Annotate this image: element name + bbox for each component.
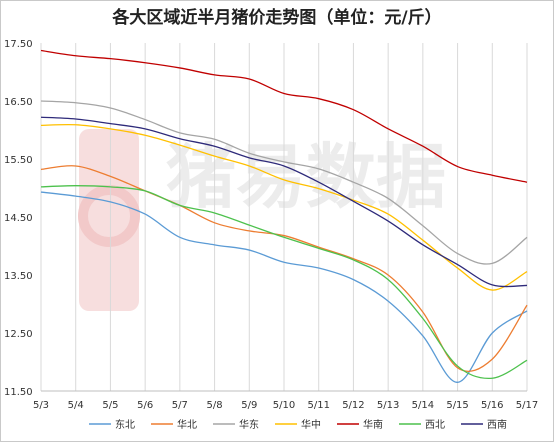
- legend-label: 西北: [425, 419, 445, 431]
- x-tick-label: 5/16: [481, 400, 503, 411]
- legend-label: 华南: [363, 418, 383, 431]
- y-tick-label: 14.50: [4, 213, 33, 224]
- y-tick-label: 12.50: [4, 329, 33, 340]
- x-tick-label: 5/3: [33, 400, 49, 411]
- x-tick-label: 5/9: [241, 400, 257, 411]
- x-tick-label: 5/5: [102, 400, 118, 411]
- watermark-logo-bar: [79, 129, 139, 311]
- x-tick-label: 5/7: [172, 400, 188, 411]
- x-axis-ticks: 5/3 5/4 5/5 5/6 5/7 5/8 5/9 5/10 5/11 5/12 5/13 5/1…: [33, 400, 538, 411]
- x-tick-label: 5/8: [207, 400, 223, 411]
- y-axis-ticks: 11.50 12.50 13.50 14.50 15.50 16.50 17.50: [4, 39, 33, 398]
- grid-lines: [40, 43, 528, 391]
- series-line-2: [40, 165, 528, 372]
- x-tick-label: 5/11: [307, 400, 329, 411]
- y-tick-label: 13.50: [4, 271, 33, 282]
- series-lines: [40, 49, 528, 383]
- legend-label: 华北: [177, 418, 197, 431]
- legend-label: 华东: [239, 418, 259, 431]
- x-tick-label: 5/6: [137, 400, 153, 411]
- y-tick-label: 11.50: [4, 387, 33, 398]
- watermark: 猪易数据: [78, 129, 446, 311]
- series-line-6: [40, 185, 528, 380]
- y-tick-label: 15.50: [4, 155, 33, 166]
- chart-title: 各大区域近半月猪价走势图（单位：元/斤）: [111, 7, 441, 28]
- x-tick-label: 5/15: [446, 400, 468, 411]
- legend-label: 东北: [115, 418, 135, 431]
- x-tick-label: 5/10: [273, 400, 295, 411]
- series-line-4: [40, 123, 528, 291]
- y-tick-label: 16.50: [4, 97, 33, 108]
- x-tick-label: 5/4: [68, 400, 84, 411]
- series-line-1: [40, 191, 528, 383]
- series-line-3: [40, 100, 528, 265]
- series-line-5: [40, 49, 528, 183]
- series-line-7: [40, 116, 528, 288]
- watermark-text: 猪易数据: [166, 136, 446, 218]
- y-tick-label: 17.50: [4, 39, 33, 50]
- x-tick-label: 5/13: [377, 400, 399, 411]
- legend-label: 西南: [487, 418, 507, 431]
- x-tick-label: 5/14: [412, 400, 434, 411]
- x-tick-label: 5/17: [516, 400, 538, 411]
- legend: 东北 华北 华东 华中 华南 西北 西南: [89, 418, 507, 431]
- x-tick-label: 5/12: [342, 400, 364, 411]
- legend-label: 华中: [301, 418, 321, 431]
- watermark-logo-ring: [78, 185, 140, 247]
